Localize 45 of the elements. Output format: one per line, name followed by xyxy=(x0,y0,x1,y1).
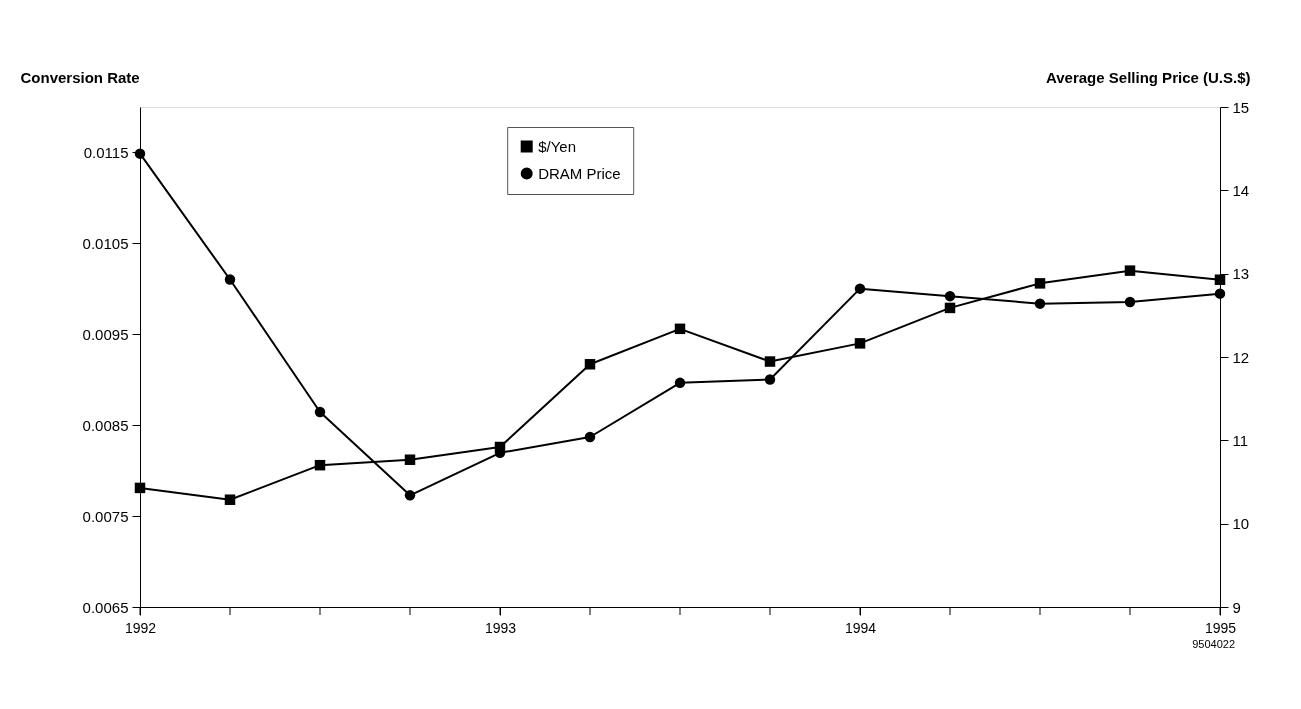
point xyxy=(674,323,686,335)
point xyxy=(314,406,326,418)
text: 9504022 xyxy=(1192,638,1235,650)
x-tick-label: 1994 xyxy=(844,619,877,636)
x-tick-label: 1992 xyxy=(124,619,157,636)
point xyxy=(944,302,956,314)
point xyxy=(224,274,236,285)
point xyxy=(584,431,596,443)
point xyxy=(1124,296,1136,308)
point xyxy=(854,283,866,294)
y-tick-label: 0.0095 xyxy=(82,325,129,343)
point xyxy=(404,490,416,501)
point xyxy=(314,459,326,471)
y-tick-label: 0.0065 xyxy=(82,598,129,616)
y2-tick-label: 14 xyxy=(1232,181,1250,199)
point xyxy=(134,482,146,494)
y-tick-label: 0.0115 xyxy=(83,143,129,161)
point xyxy=(404,454,416,465)
point xyxy=(674,377,686,389)
point xyxy=(584,359,596,370)
point xyxy=(944,290,956,302)
point xyxy=(764,374,776,385)
y-tick-label: 0.0085 xyxy=(82,416,129,434)
y2-tick-label: 11 xyxy=(1232,431,1249,449)
legend-label: $/Yen xyxy=(538,137,577,155)
point xyxy=(1214,288,1226,299)
y-tick-label: 0.0105 xyxy=(82,234,129,252)
y-axis-title: Conversion Rate xyxy=(20,68,140,86)
y2-tick-label: 13 xyxy=(1232,265,1250,283)
y2-tick-label: 12 xyxy=(1232,348,1250,366)
y2-axis-title: Average Selling Price (U.S.$) xyxy=(1045,68,1251,86)
point xyxy=(1034,298,1046,309)
point xyxy=(854,338,866,349)
x-tick-label: 1993 xyxy=(484,619,517,636)
point xyxy=(1214,274,1226,285)
y2-tick-label: 10 xyxy=(1232,515,1250,533)
legend-label: DRAM Price xyxy=(538,164,621,182)
y2-tick-label: 15 xyxy=(1232,98,1250,116)
point xyxy=(1034,278,1046,289)
x-tick-label: 1995 xyxy=(1204,619,1237,636)
point xyxy=(1124,265,1136,276)
point xyxy=(764,356,776,367)
y2-tick-label: 9 xyxy=(1232,598,1241,616)
point xyxy=(224,494,236,505)
y-tick-label: 0.0075 xyxy=(82,507,129,525)
